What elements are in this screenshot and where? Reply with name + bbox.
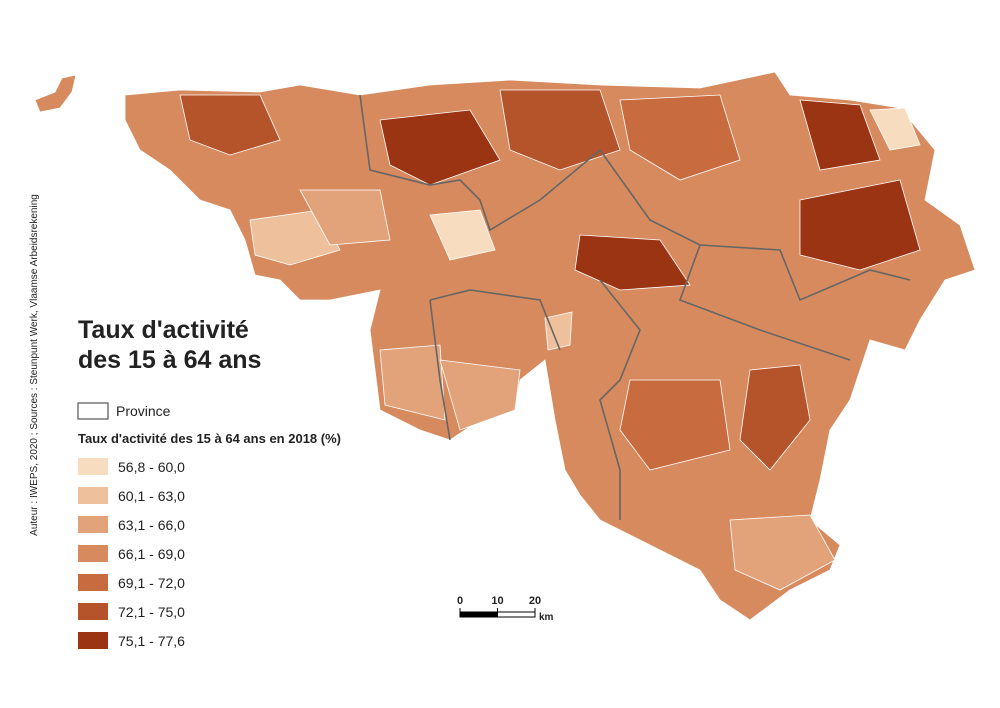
area	[299, 189, 391, 246]
legend-swatch	[78, 603, 108, 620]
title: des 15 à 64 ans	[78, 346, 261, 374]
legend-label: 72,1 - 75,0	[118, 604, 185, 620]
area	[799, 179, 921, 271]
area	[869, 107, 921, 151]
area	[619, 379, 731, 471]
scale-segment	[497, 611, 536, 618]
area	[739, 364, 811, 471]
area	[499, 89, 621, 171]
area	[379, 109, 501, 186]
legend-label: Province	[116, 403, 171, 419]
area	[249, 209, 341, 266]
area	[729, 514, 836, 591]
scale-unit: km	[539, 612, 554, 623]
legend-label: 66,1 - 69,0	[118, 546, 185, 562]
legend-swatch	[78, 458, 108, 475]
scale-bar: 0 10 20 km	[457, 595, 554, 623]
area	[544, 311, 573, 351]
area	[379, 344, 446, 421]
scale-label: 10	[491, 595, 503, 607]
legend-label: 60,1 - 63,0	[118, 488, 185, 504]
legend-swatch	[78, 574, 108, 591]
legend-swatch	[78, 487, 108, 504]
scale-segment	[459, 611, 498, 618]
area	[429, 209, 496, 261]
credit: Auteur : IWEPS, 2020 ; Sources : Steunpu…	[29, 194, 40, 536]
title: Taux d'activité	[78, 316, 249, 344]
province-swatch	[77, 402, 109, 420]
scale-label: 20	[529, 595, 541, 607]
province-border	[429, 289, 561, 351]
area	[179, 94, 281, 156]
province-border	[599, 279, 641, 520]
enclave	[34, 74, 77, 113]
legend-label: 56,8 - 60,0	[118, 459, 185, 475]
legend-swatch	[78, 632, 108, 649]
scale-label: 0	[457, 595, 463, 607]
province-border	[678, 244, 851, 361]
province-border	[359, 94, 911, 302]
province-border	[429, 299, 451, 441]
legend-title: Taux d'activité des 15 à 64 ans en 2018 …	[78, 431, 341, 446]
area	[619, 94, 741, 181]
legend-label: 63,1 - 66,0	[118, 517, 185, 533]
legend-swatch	[78, 516, 108, 533]
area	[799, 99, 881, 171]
area	[439, 359, 521, 431]
legend: 56,8 - 60,0 60,1 - 63,0 63,1 - 66,0 66,1 - …	[78, 458, 185, 649]
area	[574, 234, 691, 291]
legend-swatch	[78, 545, 108, 562]
legend-label: 69,1 - 72,0	[118, 575, 185, 591]
legend-label: 75,1 - 77,6	[118, 633, 185, 649]
map	[34, 71, 976, 621]
